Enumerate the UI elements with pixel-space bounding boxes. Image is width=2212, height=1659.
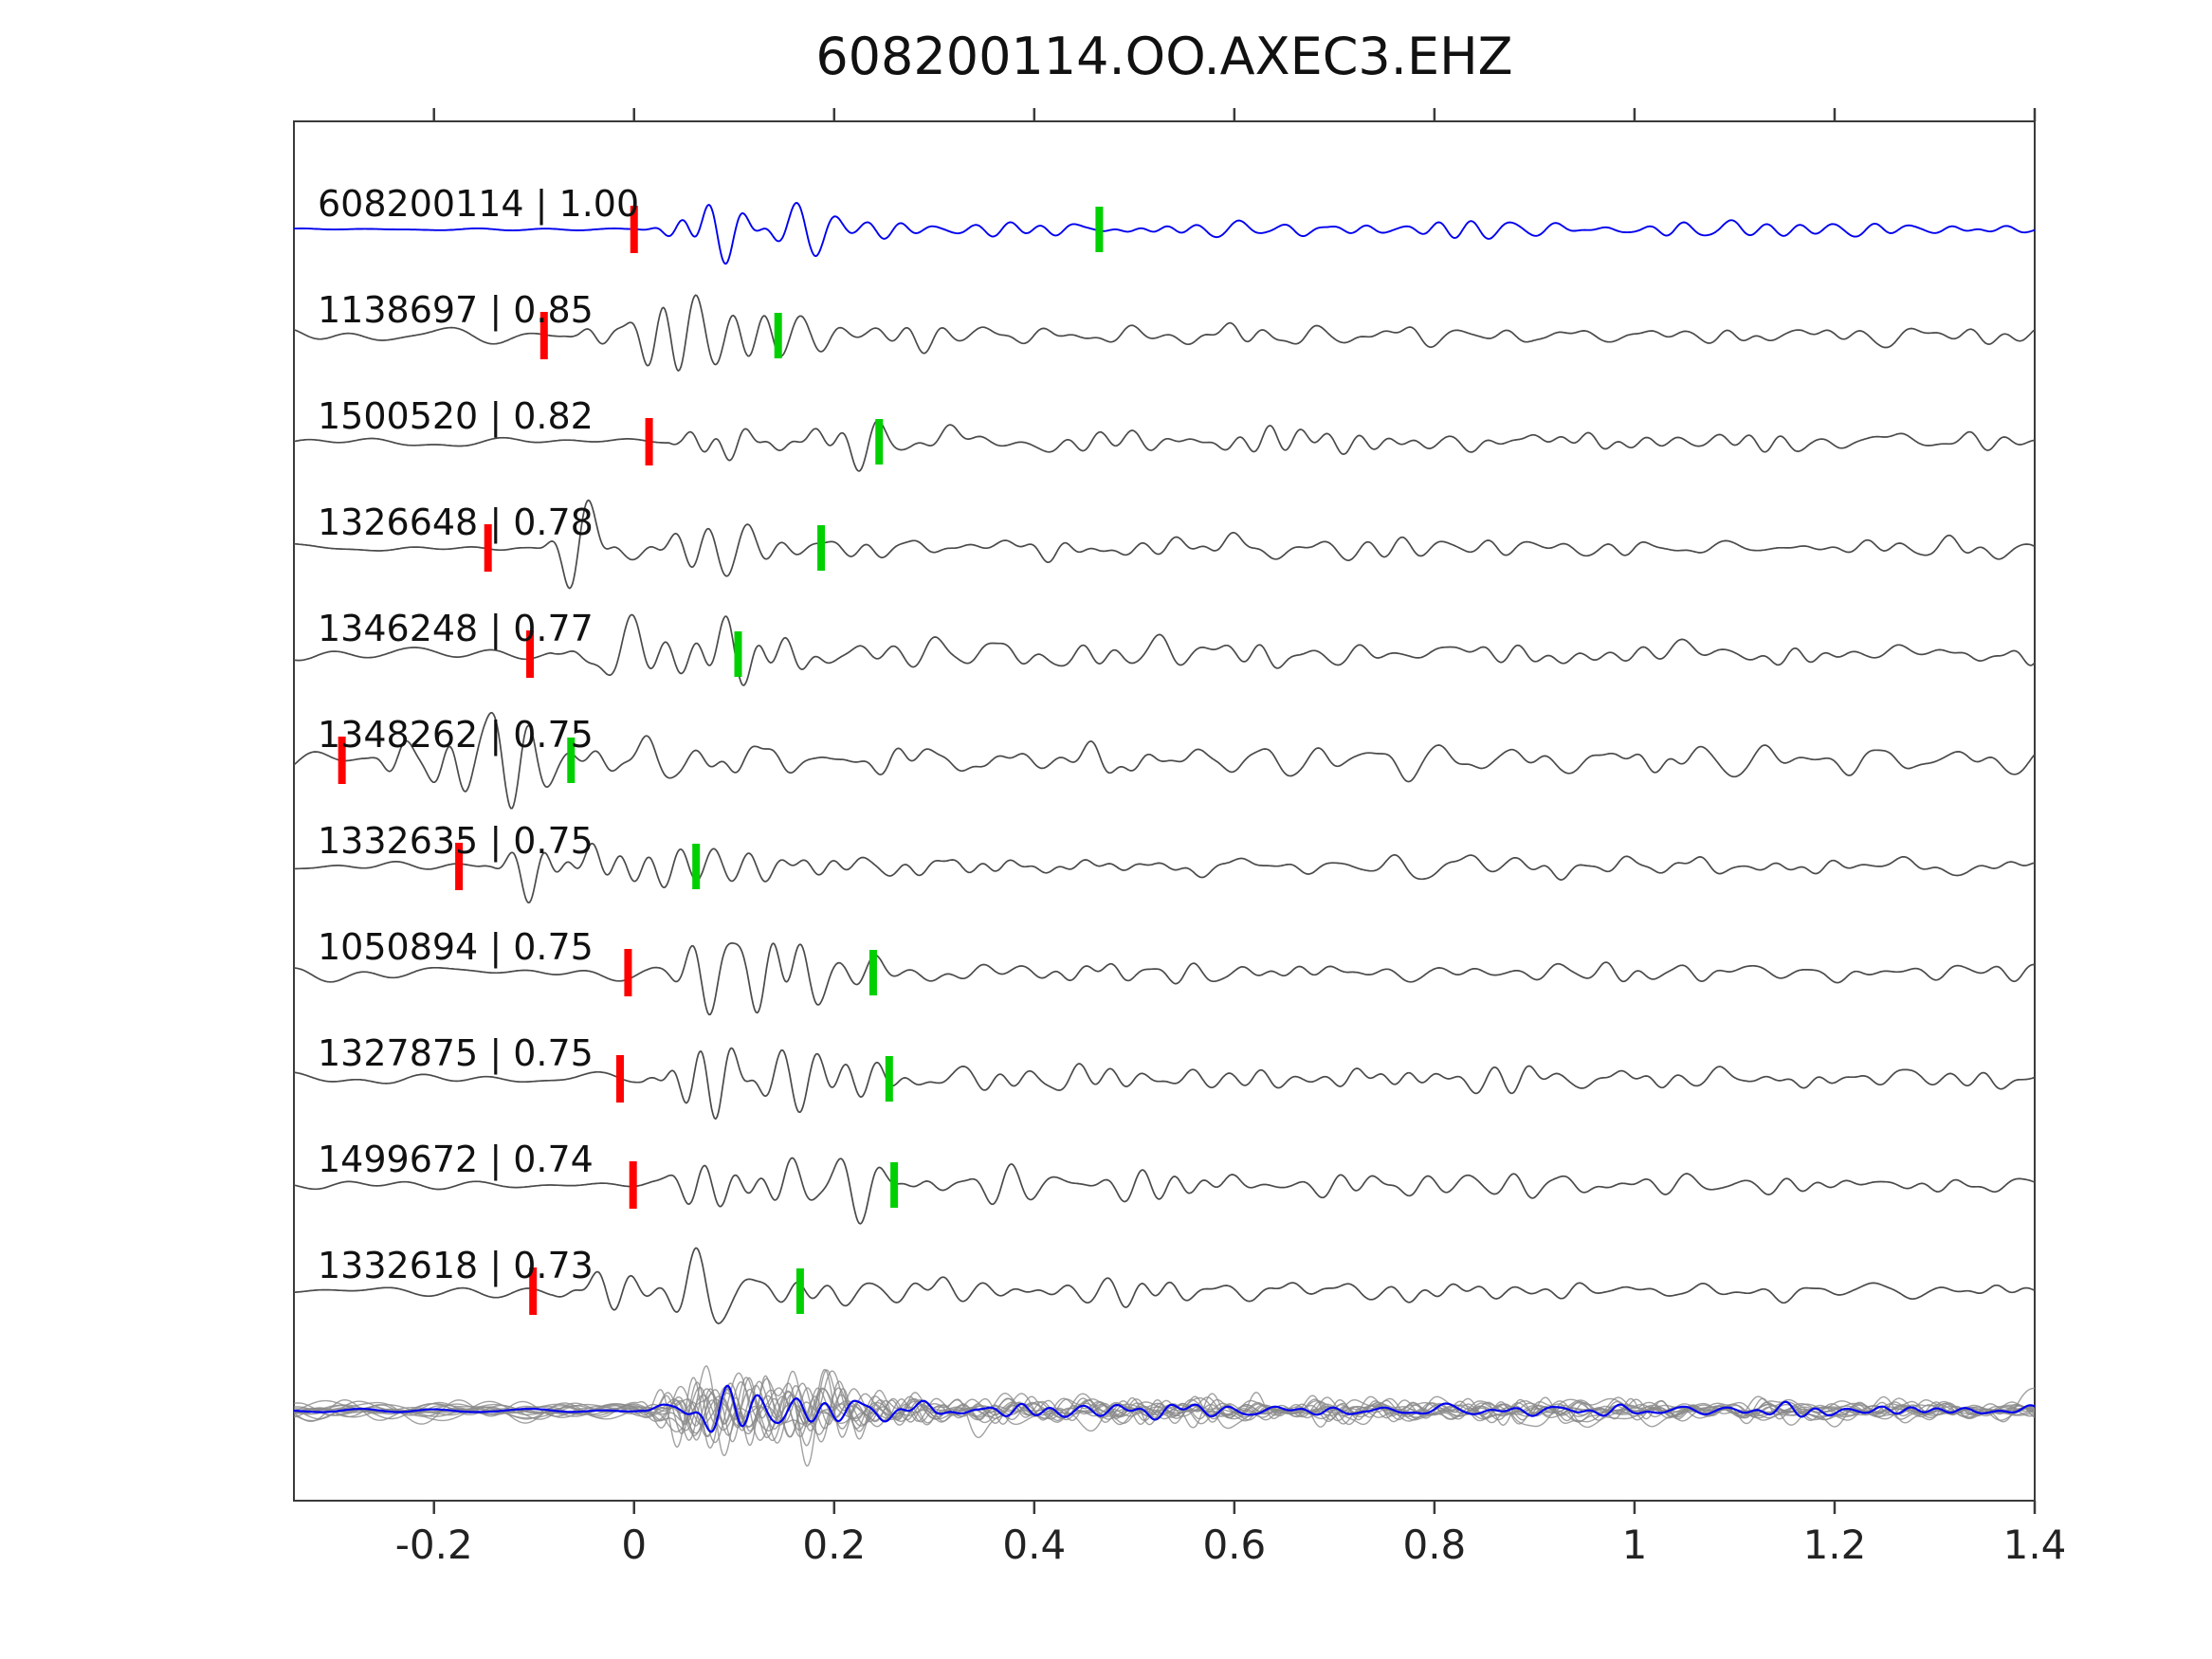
trace-label: 1138697 | 0.85: [318, 289, 594, 332]
plot-content: -0.2 0 0.2 0.4 0.6 0.8 1 1.2 1.4 608200114 | 1.00…: [293, 108, 2067, 1568]
x-tick-label: 1.2: [1803, 1522, 1867, 1568]
x-tick-label: 0.4: [1002, 1522, 1066, 1568]
stack-group: [294, 1365, 2035, 1468]
x-tick-label: 0.8: [1402, 1522, 1466, 1568]
waveform-trace: [294, 942, 2035, 1016]
trace-label: 1332618 | 0.73: [318, 1245, 594, 1287]
waveform-trace: [294, 202, 2035, 265]
trace-label: 1050894 | 0.75: [318, 926, 594, 969]
x-tick-label: 1: [1622, 1522, 1648, 1568]
trace-label: 1500520 | 0.82: [318, 395, 594, 438]
trace-label: 608200114 | 1.00: [318, 183, 639, 226]
x-tick-label: 0.6: [1202, 1522, 1266, 1568]
waveform-trace: [294, 1247, 2035, 1324]
traces-group: [294, 202, 2035, 1324]
trace-label: 1499672 | 0.74: [318, 1139, 594, 1181]
trace-label: 1327875 | 0.75: [318, 1032, 594, 1075]
trace-label: 1326648 | 0.78: [318, 501, 594, 544]
x-tick-label: 1.4: [2003, 1522, 2067, 1568]
waveform-trace: [294, 499, 2035, 590]
x-tick-label: 0: [621, 1522, 647, 1568]
waveform-trace: [294, 1047, 2035, 1121]
trace-label: 1346248 | 0.77: [318, 608, 594, 650]
waveform-trace: [294, 1157, 2035, 1225]
waveform-trace: [294, 842, 2035, 904]
trace-label: 1348262 | 0.75: [318, 714, 594, 757]
waveform-trace: [294, 419, 2035, 472]
x-tick-label: 0.2: [802, 1522, 866, 1568]
waveform-trace: [294, 712, 2035, 810]
trace-label: 1332635 | 0.75: [318, 820, 594, 863]
plot-title: 608200114.OO.AXEC3.EHZ: [815, 27, 1512, 86]
x-tick-label: -0.2: [395, 1522, 473, 1568]
stack-trace-master: [294, 1384, 2035, 1433]
plot-border: [293, 120, 2036, 1502]
waveform-trace: [294, 294, 2035, 372]
waveform-trace: [294, 613, 2035, 686]
